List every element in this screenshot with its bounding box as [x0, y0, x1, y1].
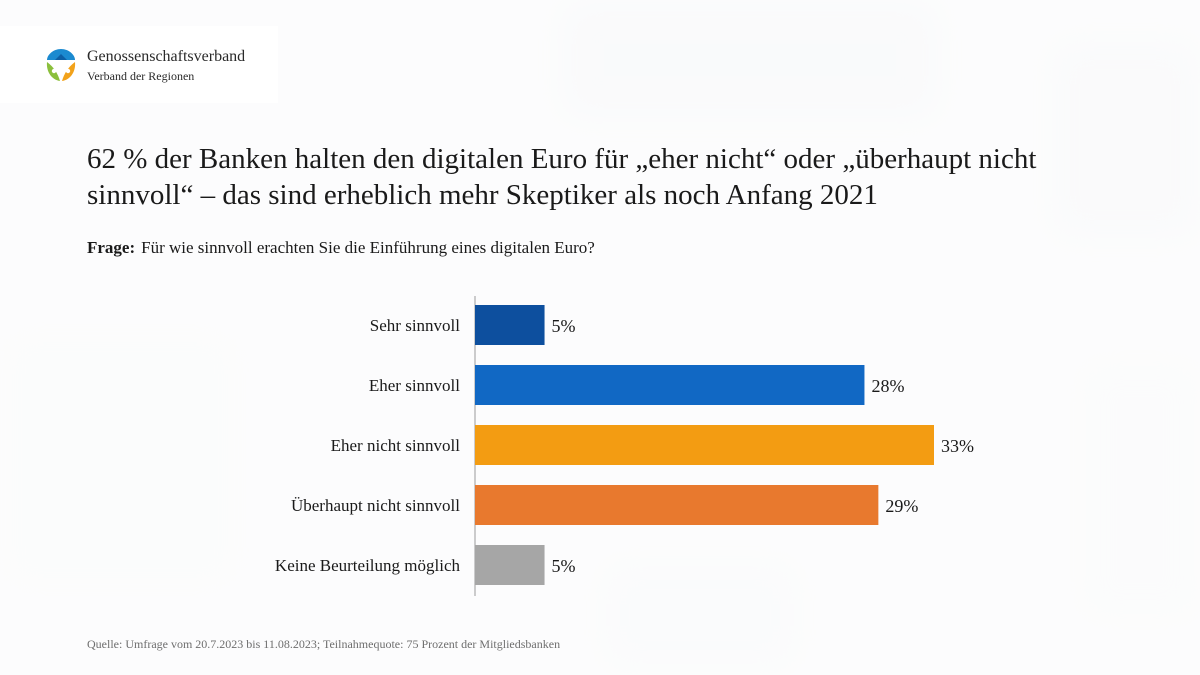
question-label: Frage: — [87, 238, 136, 257]
page-title: 62 % der Banken halten den digitalen Eur… — [87, 143, 1037, 211]
org-name: Genossenschaftsverband — [87, 48, 246, 65]
survey-question: Frage: Für wie sinnvoll erachten Sie die … — [87, 238, 595, 258]
question-text: Für wie sinnvoll erachten Sie die Einfüh… — [141, 238, 595, 257]
cooperative-logo-icon — [46, 49, 76, 81]
org-subtitle: Verband der Regionen — [87, 69, 195, 83]
source-note: Quelle: Umfrage vom 20.7.2023 bis 11.08.… — [87, 637, 561, 651]
logo-header: Genossenschaftsverband Verband der Regio… — [0, 26, 278, 103]
